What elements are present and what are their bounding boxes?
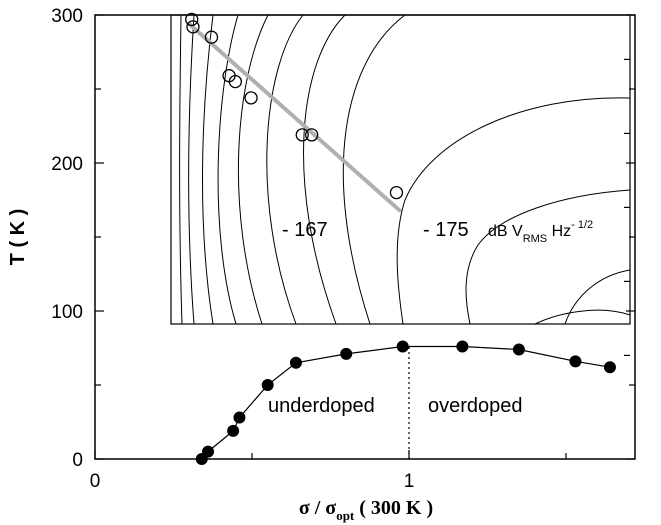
contour-line — [396, 97, 631, 325]
open-data-point — [186, 20, 200, 34]
x-tick-label: 1 — [404, 471, 415, 492]
contour-line — [237, 14, 269, 325]
contour-line — [179, 14, 183, 325]
y-axis-title: T ( K ) — [7, 209, 29, 266]
contour-line — [303, 14, 346, 325]
contour-label-175: - 175 — [423, 219, 469, 241]
x-axis-title-main: σ / σ — [299, 497, 336, 519]
x-axis-title: σ / σopt ( 300 K ) — [299, 497, 433, 523]
filled-data-point — [261, 379, 274, 391]
inset-frame — [170, 14, 631, 325]
contour-line — [266, 14, 304, 325]
y-tick-label: 0 — [72, 450, 83, 471]
underdoped-label: underdoped — [268, 395, 375, 417]
filled-data-point — [603, 361, 616, 374]
unit-pre: dB V — [488, 223, 523, 240]
contour-line — [534, 309, 631, 325]
contour-line — [202, 14, 214, 325]
filled-data-point — [233, 411, 246, 424]
contour-line — [188, 14, 195, 325]
contour-line — [564, 269, 631, 325]
filled-data-point — [289, 356, 302, 369]
x-axis-title-tail: ( 300 K ) — [354, 497, 433, 519]
y-tick-labels: 0 100 200 300 — [51, 6, 83, 471]
contour-line — [217, 14, 239, 325]
series-line — [201, 345, 611, 460]
series-lines — [201, 345, 611, 460]
axis-ticks — [94, 14, 635, 460]
filled-data-point — [340, 347, 353, 360]
unit-mid: Hz — [547, 223, 571, 240]
y-tick-label: 300 — [51, 6, 83, 27]
filled-data-point — [512, 343, 525, 356]
filled-data-point — [569, 355, 582, 368]
filled-data-point — [396, 340, 409, 353]
open-data-point — [228, 74, 243, 89]
y-tick-label: 100 — [51, 302, 83, 323]
open-data-point — [295, 128, 309, 142]
overdoped-label: overdoped — [428, 395, 523, 417]
open-data-point — [389, 185, 404, 200]
data-markers — [185, 12, 616, 465]
filled-data-point — [202, 445, 215, 458]
open-data-point — [305, 128, 319, 142]
trend-line-segment — [187, 21, 402, 213]
open-data-point — [244, 91, 258, 105]
x-axis-title-sub: opt — [336, 508, 355, 523]
open-data-point — [204, 30, 219, 44]
unit-sub: RMS — [523, 233, 547, 245]
noise-unit-label: dB VRMS Hz- 1/2 — [488, 219, 593, 245]
contour-label-167: - 167 — [282, 219, 328, 241]
x-tick-label: 0 — [90, 471, 101, 492]
open-data-point — [185, 12, 199, 27]
x-tick-labels: 0 1 — [90, 471, 415, 492]
unit-sup: - 1/2 — [571, 219, 593, 231]
filled-data-point — [456, 340, 469, 353]
contour-line — [465, 189, 631, 325]
contour-line — [342, 14, 406, 325]
trend-line — [187, 21, 402, 213]
y-tick-label: 200 — [51, 154, 83, 175]
filled-data-point — [227, 424, 240, 437]
contour-lines — [179, 14, 631, 325]
